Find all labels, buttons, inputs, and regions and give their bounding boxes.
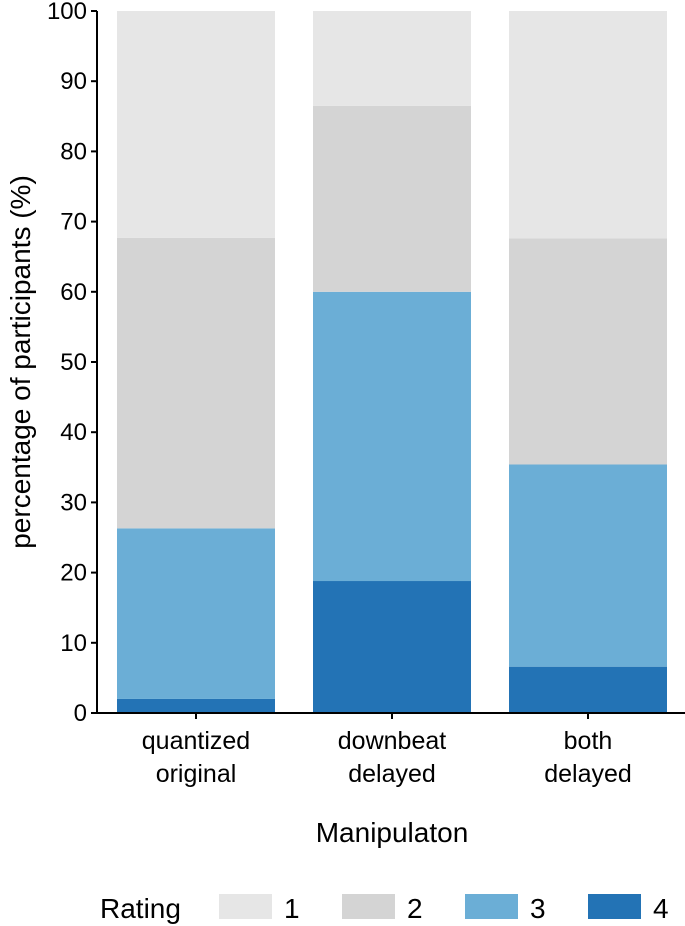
legend: Rating 1 2 3 4 <box>100 893 669 924</box>
bar-segment-cat1-rating-1 <box>117 11 275 238</box>
y-tick-label: 70 <box>60 209 87 236</box>
y-tick-label: 40 <box>60 419 87 446</box>
x-tick-label: quantized <box>142 727 250 755</box>
legend-swatch-rating-4 <box>588 894 641 919</box>
bar-segment-cat2-rating-4 <box>313 581 471 713</box>
legend-swatch-rating-3 <box>465 894 518 919</box>
bar-segment-cat3-rating-3 <box>509 464 667 667</box>
y-tick-label: 10 <box>60 630 87 657</box>
y-tick-label: 0 <box>74 700 87 727</box>
x-tick-label: delayed <box>348 760 436 788</box>
legend-label-rating-4: 4 <box>653 893 669 924</box>
axes-group: 0 10 20 30 40 50 60 70 80 90 100 quantized original d… <box>47 0 685 788</box>
legend-swatch-rating-2 <box>342 894 395 919</box>
y-axis-title: percentage of participants (%) <box>5 175 36 549</box>
y-tick-label: 60 <box>60 279 87 306</box>
bar-segment-cat1-rating-4 <box>117 698 275 713</box>
y-tick-label: 90 <box>60 68 87 95</box>
y-tick-label: 50 <box>60 349 87 376</box>
bar-segment-cat2-rating-2 <box>313 105 471 292</box>
bars-group <box>117 11 667 713</box>
bar-segment-cat2-rating-3 <box>313 291 471 582</box>
y-tick-label: 30 <box>60 489 87 516</box>
y-tick-label: 80 <box>60 138 87 165</box>
legend-label-rating-1: 1 <box>284 893 300 924</box>
legend-label-rating-2: 2 <box>407 893 423 924</box>
legend-title: Rating <box>100 893 181 924</box>
bar-segment-cat1-rating-2 <box>117 237 275 529</box>
x-tick-label: downbeat <box>338 727 446 755</box>
bar-segment-cat1-rating-3 <box>117 528 275 699</box>
bar-segment-cat3-rating-1 <box>509 11 667 239</box>
legend-label-rating-3: 3 <box>530 893 546 924</box>
x-tick-label: original <box>156 760 237 788</box>
y-tick-label: 100 <box>47 0 87 25</box>
bar-segment-cat3-rating-2 <box>509 238 667 465</box>
x-tick-label: delayed <box>544 760 632 788</box>
bar-segment-cat3-rating-4 <box>509 666 667 713</box>
y-tick-label: 20 <box>60 560 87 587</box>
x-tick-label: both <box>564 727 613 755</box>
legend-swatch-rating-1 <box>219 894 272 919</box>
x-axis-title: Manipulaton <box>316 817 469 848</box>
bar-segment-cat2-rating-1 <box>313 11 471 106</box>
